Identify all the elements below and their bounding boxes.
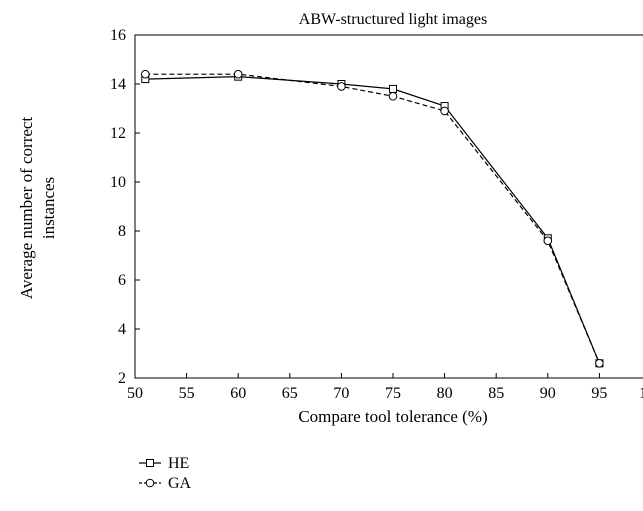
data-point-ga xyxy=(543,236,553,246)
chart-title: ABW-structured light images xyxy=(299,11,487,28)
y-tick-label: 6 xyxy=(118,272,126,289)
legend: HE GA xyxy=(139,455,192,492)
x-tick-label: 80 xyxy=(437,385,453,402)
x-tick-label: 85 xyxy=(488,385,504,402)
legend-marker-ga xyxy=(145,478,155,488)
x-tick-label: 60 xyxy=(230,385,246,402)
series-line-ga xyxy=(145,73,600,364)
x-tick-label: 100 xyxy=(639,385,643,402)
series-ga xyxy=(141,69,604,368)
y-axis-label-line-2: instances xyxy=(39,177,58,239)
y-tick-label: 16 xyxy=(110,27,126,44)
y-tick-label: 10 xyxy=(110,174,126,191)
data-point-ga xyxy=(440,106,449,116)
x-tick-label: 50 xyxy=(127,385,143,402)
data-point-ga xyxy=(337,82,346,91)
y-axis-label: Average number of correct instances xyxy=(17,117,58,300)
x-tick-label: 55 xyxy=(179,385,195,402)
x-tick-label: 75 xyxy=(385,385,401,402)
legend-label-he: HE xyxy=(168,455,189,472)
x-axis-label: Compare tool tolerance (%) xyxy=(298,407,487,426)
data-point-ga xyxy=(233,69,243,79)
data-point-ga xyxy=(595,359,604,368)
y-tick-label: 14 xyxy=(110,76,126,93)
series-he xyxy=(141,72,604,368)
legend-item-ga: GA xyxy=(139,475,192,492)
y-tick-label: 8 xyxy=(118,223,126,240)
legend-label-ga: GA xyxy=(168,475,192,492)
x-tick-label: 95 xyxy=(591,385,607,402)
legend-marker-he xyxy=(146,459,154,467)
y-tick-label: 12 xyxy=(110,125,126,142)
data-point-ga xyxy=(388,91,398,101)
data-point-he xyxy=(389,84,397,93)
y-axis: 2 4 6 8 10 12 14 16 xyxy=(110,27,140,387)
y-tick-label: 4 xyxy=(118,321,126,338)
x-tick-label: 70 xyxy=(333,385,349,402)
data-point-ga xyxy=(141,69,150,79)
x-tick-label: 90 xyxy=(540,385,556,402)
y-axis-label-line-1: Average number of correct xyxy=(17,117,36,300)
series-layer xyxy=(141,69,604,368)
legend-item-he: HE xyxy=(139,455,189,472)
x-axis: 50 55 60 65 70 75 80 85 90 95 100 xyxy=(127,373,643,402)
y-tick-label: 2 xyxy=(118,370,126,387)
x-tick-label: 65 xyxy=(282,385,298,402)
